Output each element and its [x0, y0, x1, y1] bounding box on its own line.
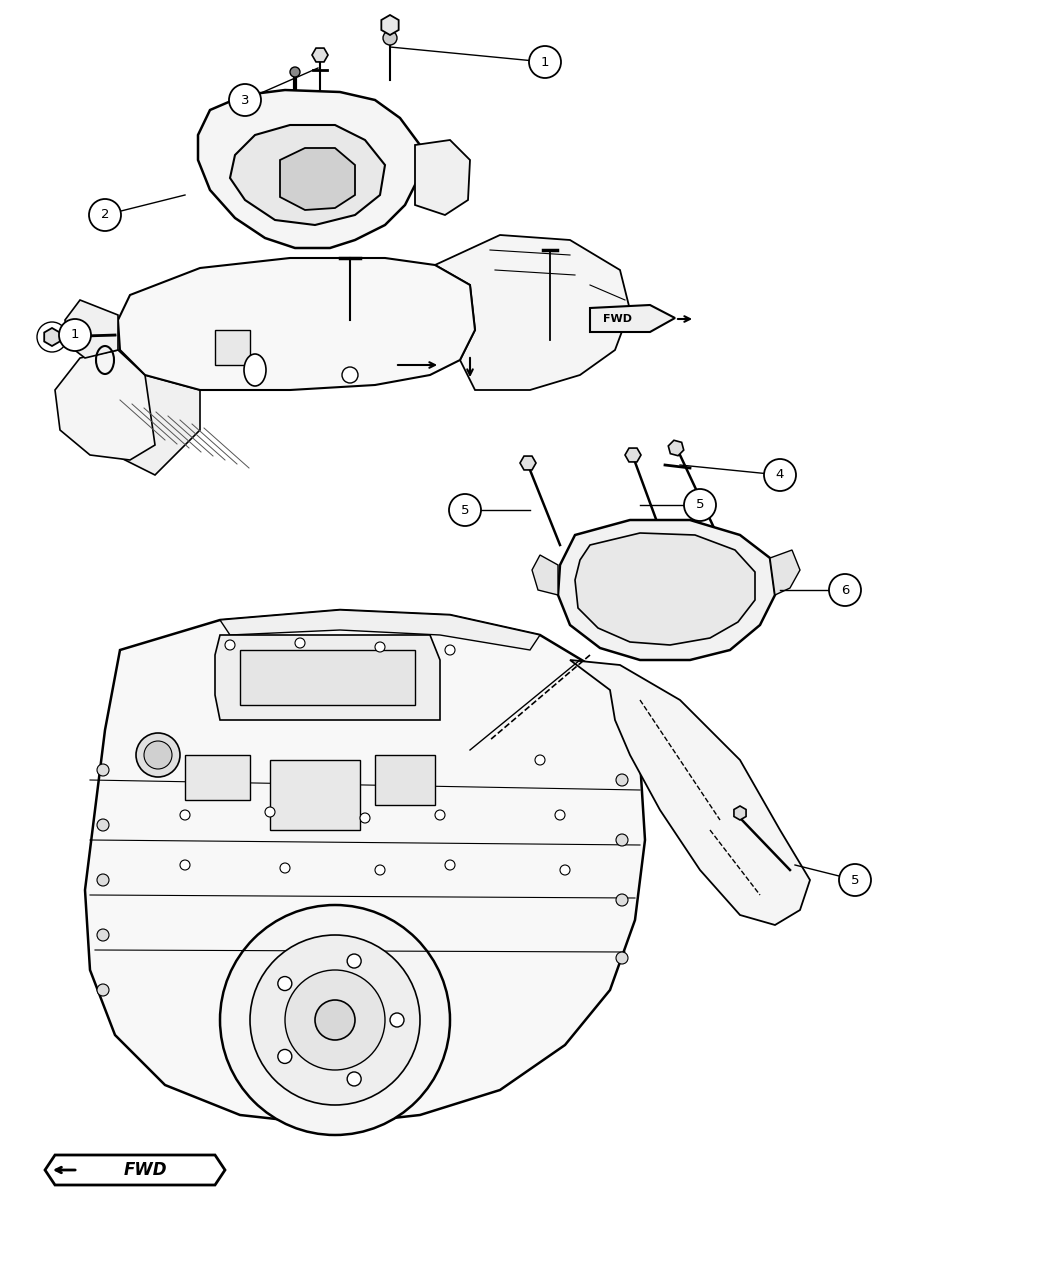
- Polygon shape: [435, 235, 630, 390]
- Circle shape: [229, 84, 261, 116]
- Bar: [240, 650, 415, 705]
- Text: FWD: FWD: [123, 1162, 167, 1179]
- Polygon shape: [770, 550, 800, 595]
- Circle shape: [830, 574, 861, 606]
- Circle shape: [290, 68, 300, 76]
- Circle shape: [445, 861, 455, 870]
- Text: 6: 6: [841, 584, 849, 597]
- Circle shape: [278, 1049, 292, 1063]
- Circle shape: [280, 863, 290, 873]
- Polygon shape: [215, 635, 440, 720]
- Polygon shape: [110, 375, 200, 476]
- Polygon shape: [532, 555, 558, 595]
- Circle shape: [616, 894, 628, 907]
- Ellipse shape: [244, 354, 266, 386]
- Circle shape: [390, 1014, 404, 1026]
- Text: 4: 4: [776, 468, 784, 482]
- Circle shape: [555, 810, 565, 820]
- Polygon shape: [570, 660, 810, 924]
- Circle shape: [375, 643, 385, 652]
- Bar: [270, 760, 360, 830]
- Text: 1: 1: [70, 329, 79, 342]
- Text: 1: 1: [541, 56, 549, 69]
- Text: 5: 5: [461, 504, 469, 516]
- Polygon shape: [520, 456, 536, 470]
- Polygon shape: [575, 533, 755, 645]
- Polygon shape: [198, 91, 420, 249]
- Circle shape: [445, 645, 455, 655]
- Polygon shape: [220, 609, 540, 650]
- Circle shape: [764, 459, 796, 491]
- Circle shape: [136, 733, 180, 776]
- Text: 5: 5: [696, 499, 705, 511]
- Circle shape: [449, 493, 481, 527]
- Polygon shape: [65, 300, 118, 358]
- Polygon shape: [590, 305, 675, 332]
- Polygon shape: [415, 140, 470, 215]
- Bar: [215, 330, 250, 365]
- Circle shape: [383, 31, 397, 45]
- Circle shape: [348, 1072, 361, 1086]
- Circle shape: [839, 864, 872, 896]
- Text: FWD: FWD: [604, 314, 632, 324]
- Circle shape: [97, 819, 109, 831]
- Circle shape: [529, 46, 561, 78]
- Circle shape: [360, 813, 370, 822]
- Circle shape: [97, 764, 109, 776]
- Circle shape: [220, 905, 450, 1135]
- Circle shape: [315, 1000, 355, 1040]
- Circle shape: [560, 864, 570, 875]
- Circle shape: [435, 810, 445, 820]
- Circle shape: [97, 984, 109, 996]
- Circle shape: [250, 935, 420, 1105]
- Circle shape: [342, 367, 358, 382]
- Circle shape: [278, 977, 292, 991]
- Polygon shape: [668, 440, 684, 455]
- Circle shape: [59, 319, 91, 351]
- Bar: [375, 755, 435, 805]
- Circle shape: [295, 638, 304, 648]
- Polygon shape: [381, 15, 399, 34]
- Circle shape: [616, 952, 628, 964]
- Circle shape: [348, 954, 361, 968]
- Polygon shape: [118, 258, 475, 390]
- Circle shape: [180, 861, 190, 870]
- Circle shape: [285, 970, 385, 1070]
- Circle shape: [89, 199, 121, 231]
- Polygon shape: [625, 448, 640, 462]
- Circle shape: [97, 873, 109, 886]
- Circle shape: [144, 741, 172, 769]
- Circle shape: [225, 640, 235, 650]
- Bar: [185, 755, 250, 799]
- Circle shape: [536, 755, 545, 765]
- Text: 3: 3: [240, 93, 249, 107]
- Polygon shape: [55, 351, 155, 460]
- Circle shape: [616, 774, 628, 785]
- Circle shape: [616, 834, 628, 847]
- Polygon shape: [280, 148, 355, 210]
- Text: 2: 2: [101, 209, 109, 222]
- Polygon shape: [85, 609, 645, 1125]
- Circle shape: [265, 807, 275, 817]
- Polygon shape: [734, 806, 747, 820]
- Circle shape: [97, 929, 109, 941]
- Polygon shape: [230, 125, 385, 224]
- Polygon shape: [312, 48, 328, 62]
- Polygon shape: [44, 328, 60, 346]
- Circle shape: [375, 864, 385, 875]
- Text: 5: 5: [850, 873, 859, 886]
- Polygon shape: [558, 520, 775, 660]
- Circle shape: [180, 810, 190, 820]
- Circle shape: [684, 490, 716, 521]
